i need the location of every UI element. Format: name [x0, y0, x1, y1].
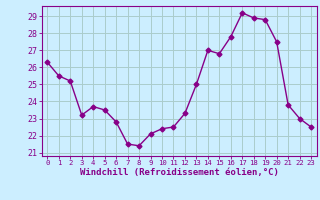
X-axis label: Windchill (Refroidissement éolien,°C): Windchill (Refroidissement éolien,°C)	[80, 168, 279, 177]
